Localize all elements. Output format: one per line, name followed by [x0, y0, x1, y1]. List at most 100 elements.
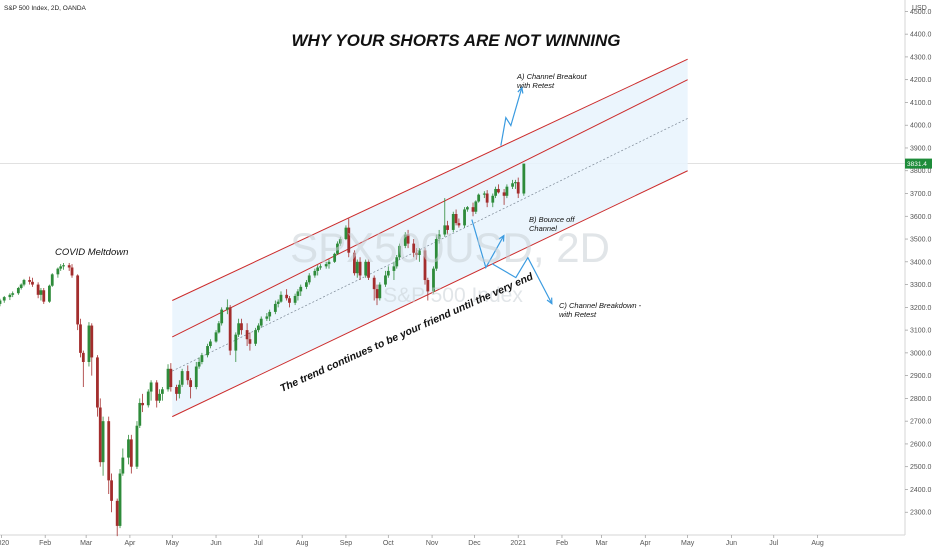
candle-body: [107, 421, 111, 481]
last-price-marker: 3831.4: [905, 158, 932, 169]
candle-body: [511, 183, 514, 187]
candle-body: [256, 325, 260, 331]
arrow-b-bounce-head: [498, 234, 505, 242]
candle-body: [76, 275, 80, 325]
candle-body: [307, 275, 311, 283]
candle-body: [477, 194, 481, 202]
y-tick-label: 3700.0: [910, 191, 932, 198]
x-tick-label: Apr: [124, 540, 136, 547]
candle-body: [197, 361, 201, 367]
candle-body: [194, 366, 198, 388]
candle-body: [372, 277, 376, 290]
x-tick-label: Apr: [640, 540, 652, 547]
x-tick-label: Sep: [340, 540, 353, 547]
candle-body: [375, 289, 379, 299]
candle-body: [62, 265, 65, 267]
annotation-a-line1: A) Channel Breakout: [516, 72, 588, 81]
candle-body: [16, 287, 20, 294]
annotation-covid: COVID Meltdown: [55, 247, 128, 258]
candle-body: [48, 285, 51, 302]
candle-body: [237, 323, 241, 335]
candle-body: [299, 286, 303, 292]
scenario-arrows: [471, 86, 553, 305]
candle-body: [138, 402, 142, 426]
symbol-info: S&P 500 Index, 2D, OANDA: [4, 5, 87, 12]
candle-body: [457, 223, 461, 226]
candle-body: [285, 294, 289, 299]
candle-body: [67, 265, 71, 268]
candle-body: [395, 257, 399, 267]
y-tick-label: 4100.0: [910, 100, 932, 107]
candle-body: [353, 252, 356, 274]
candle-body: [79, 324, 82, 353]
candle-body: [497, 188, 500, 193]
y-tick-label: 4300.0: [910, 54, 932, 61]
candle-body: [293, 295, 297, 303]
candle-body: [175, 387, 178, 394]
candle-body: [406, 234, 410, 244]
chart-title: WHY YOUR SHORTS ARE NOT WINNING: [291, 31, 620, 50]
candle-body: [127, 439, 130, 458]
candle-body: [316, 267, 320, 271]
candle-body: [96, 357, 99, 408]
candle-body: [485, 193, 489, 203]
candle-body: [474, 201, 478, 212]
last-price-tag: [905, 158, 932, 169]
x-tick-label: May: [166, 540, 180, 547]
candle-body: [206, 346, 209, 356]
y-tick-label: 4000.0: [910, 123, 932, 130]
candle-body: [367, 261, 370, 278]
candle-body: [160, 389, 164, 394]
candle-body: [234, 334, 238, 351]
arrow-c-breakdown: [491, 256, 553, 305]
candle-body: [240, 323, 243, 331]
candle-body: [189, 380, 193, 388]
x-tick-label: Aug: [811, 540, 824, 547]
candle-body: [446, 225, 450, 230]
candle-body: [141, 402, 145, 406]
candle-body: [465, 207, 469, 210]
candle-body: [146, 391, 150, 406]
candle-body: [254, 330, 257, 344]
candles-layer: [0, 163, 526, 537]
x-axis: 2020 Feb Mar Apr May Jun Jul Aug Sep Oct Nov Dec 202…: [0, 535, 824, 547]
candle-body: [378, 284, 382, 299]
candle-body: [358, 261, 362, 276]
candle-body: [324, 264, 328, 267]
arrow-a-breakout-head: [517, 86, 524, 94]
candle-body: [443, 225, 447, 235]
x-tick-label: 2020: [0, 540, 9, 547]
arrow-b-bounce: [471, 219, 505, 270]
candle-body: [110, 480, 113, 501]
candle-body: [220, 309, 224, 324]
candle-body: [0, 300, 2, 304]
candle-body: [355, 261, 359, 274]
candle-body: [403, 234, 407, 246]
candle-body: [149, 382, 153, 392]
arrow-b-bounce-path: [471, 219, 505, 270]
annotation-b-line2: Channel: [529, 224, 557, 233]
x-tick-label: Feb: [39, 540, 51, 547]
candle-body: [98, 407, 102, 463]
candle-body: [81, 352, 85, 362]
candle-body: [200, 355, 204, 362]
candle-body: [101, 421, 105, 463]
candle-body: [208, 341, 212, 347]
y-tick-label: 3400.0: [910, 259, 932, 266]
watermark-symbol: SPX500USD, 2D: [290, 224, 610, 271]
candle-body: [296, 291, 300, 296]
candle-body: [288, 298, 291, 303]
channel-upper-line: [172, 58, 688, 301]
candle-body: [384, 275, 387, 285]
y-axis: USD 2300.0 2400.0 2500.0 2600.0 2700.0 2800.0…: [905, 5, 932, 517]
x-tick-label: Mar: [595, 540, 608, 547]
candle-body: [8, 294, 12, 298]
candle-body: [471, 207, 475, 212]
channel-lower-line: [172, 170, 688, 418]
y-tick-label: 3500.0: [910, 237, 932, 244]
candle-body: [39, 290, 43, 295]
candle-body: [19, 284, 23, 288]
candle-body: [273, 303, 277, 312]
candle-body: [451, 214, 455, 230]
